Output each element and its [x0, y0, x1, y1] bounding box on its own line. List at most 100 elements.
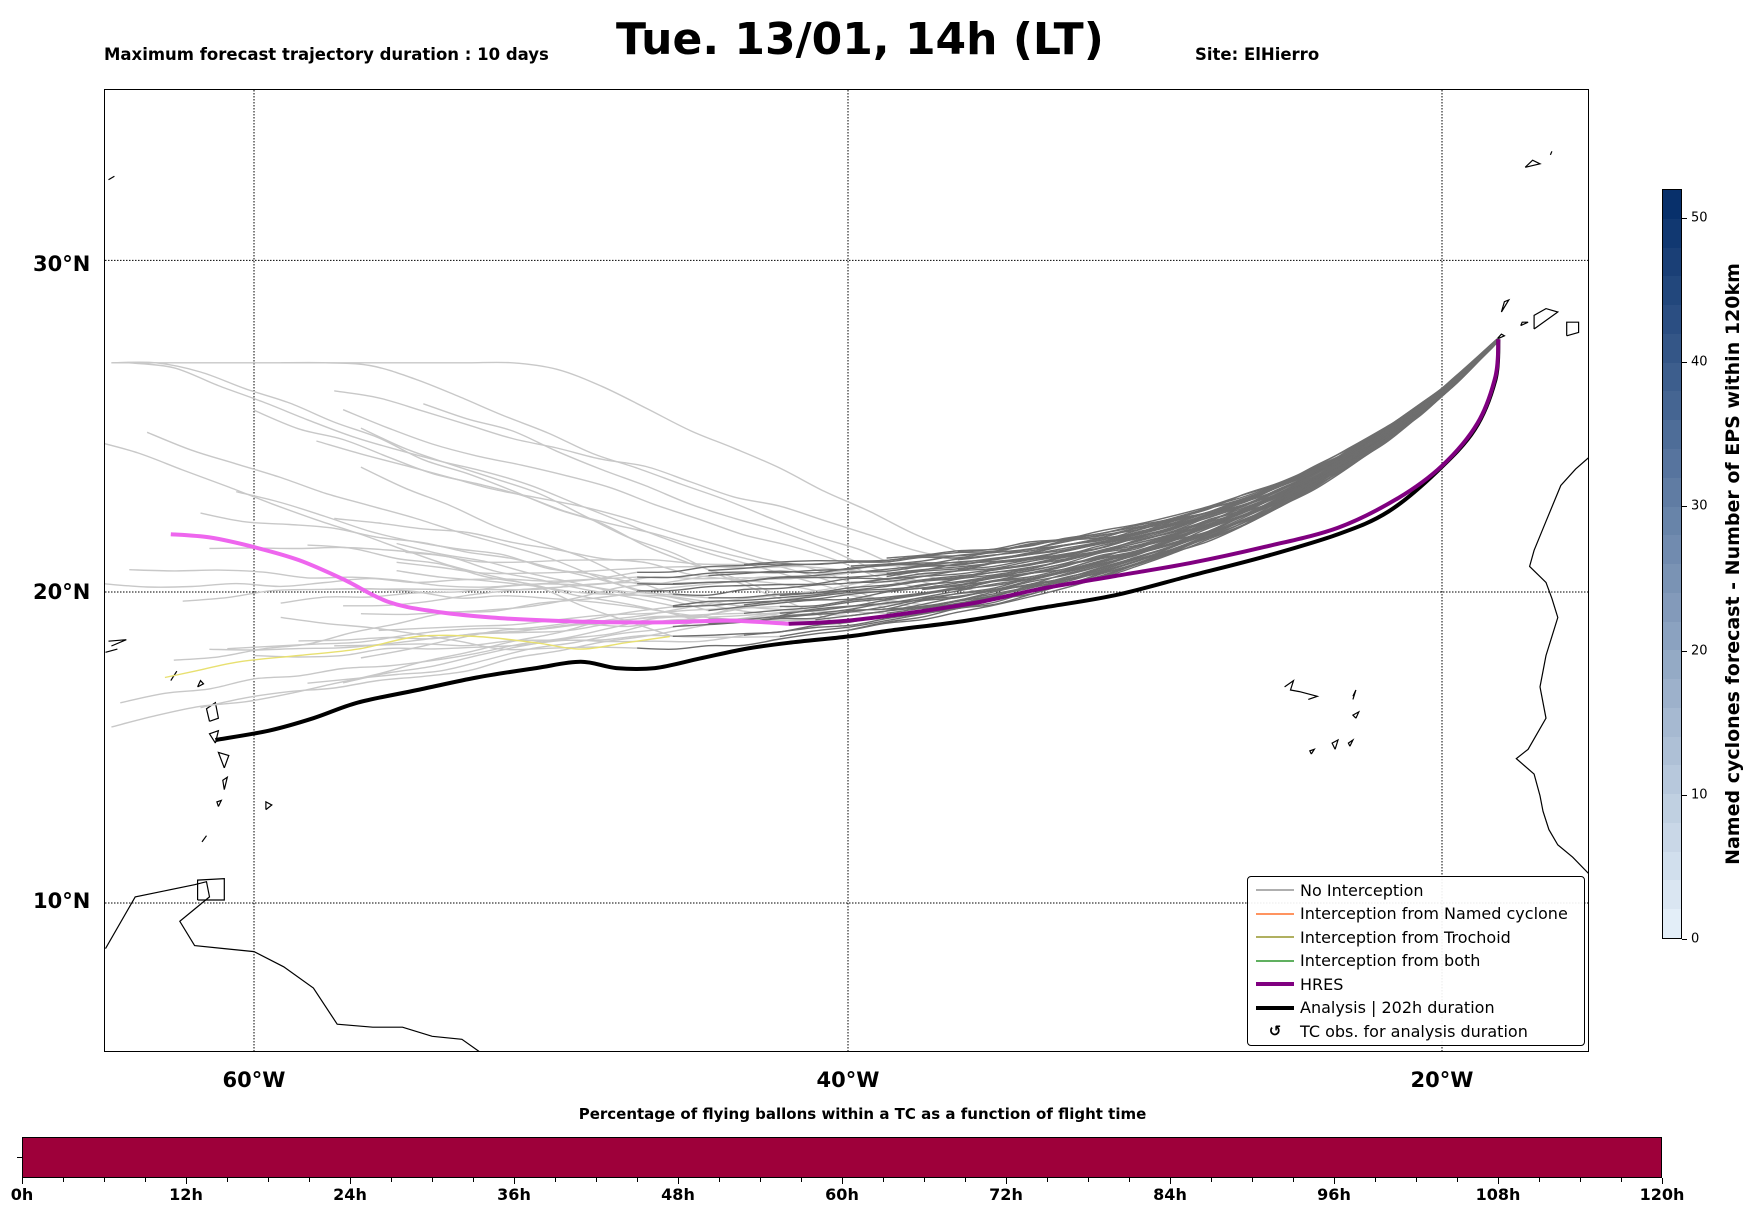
colorbar-level: [1663, 362, 1681, 392]
ensemble-trajectory-far: [111, 361, 780, 597]
time-minor-tick: [145, 1178, 146, 1182]
time-minor-tick: [104, 1178, 105, 1182]
coastline: [208, 729, 220, 744]
coastline: [1533, 307, 1560, 330]
time-minor-tick: [965, 1178, 966, 1182]
colorbar-level: [1663, 592, 1681, 622]
colorbar-level: [1663, 880, 1681, 910]
time-major-tick: [186, 1178, 187, 1184]
ensemble-trajectory-far: [253, 634, 745, 658]
time-minor-tick: [391, 1178, 392, 1182]
cyclone-symbol-icon: ↺: [1268, 1022, 1282, 1040]
time-major-tick: [514, 1178, 515, 1184]
lat-label-30n: 30°N: [33, 252, 91, 276]
time-minor-tick: [1211, 1178, 1212, 1182]
coastlines: [105, 151, 1588, 1051]
colorbar-level: [1663, 420, 1681, 449]
colorbar-level: [1663, 650, 1681, 680]
map-canvas: [105, 90, 1588, 1051]
time-tick-label: 108h: [1475, 1185, 1521, 1204]
coastline: [265, 800, 273, 811]
colorbar-tick-label: 20: [1691, 643, 1708, 659]
ensemble-trajectory-far: [280, 571, 638, 604]
ensemble-trajectory-far: [120, 579, 923, 704]
time-bar-y-tick: [17, 1157, 22, 1158]
coastline: [1352, 689, 1357, 700]
time-minor-tick: [1580, 1178, 1581, 1182]
ensemble-trajectory-far: [280, 361, 994, 600]
site-name: Site: ElHierro: [1195, 45, 1320, 64]
colorbar-level: [1663, 621, 1681, 651]
lon-label-20w: 20°W: [1410, 1068, 1474, 1092]
ensemble-trajectory-far: [343, 564, 923, 607]
ensemble-trajectory-far: [342, 409, 923, 590]
time-tick-label: 12h: [169, 1185, 203, 1204]
coastline: [196, 877, 225, 901]
ensemble-trajectory-near: [672, 338, 1499, 628]
ensemble-trajectory-far: [105, 443, 674, 637]
ensemble-trajectory-near: [922, 338, 1499, 581]
time-minor-tick: [596, 1178, 597, 1182]
coastline: [1500, 298, 1511, 313]
ensemble-trajectory-far: [360, 606, 673, 659]
ensemble-trajectory-far: [334, 390, 959, 561]
colorbar-tick: [1682, 794, 1687, 796]
coastline: [108, 639, 127, 647]
ensemble-trajectory-far: [209, 546, 745, 566]
coastline: [105, 880, 480, 1051]
time-bar-title: Percentage of flying ballons within a TC…: [578, 1105, 1147, 1123]
colorbar-level: [1663, 909, 1681, 938]
coastline: [1331, 738, 1340, 750]
ensemble-trajectory-far: [129, 362, 887, 610]
time-minor-tick: [801, 1178, 802, 1182]
trochoid-trajectory: [164, 634, 670, 679]
ensemble-trajectory-far: [316, 440, 852, 584]
page-title: Tue. 13/01, 14h (LT): [616, 14, 1104, 65]
ensemble-trajectories-far: [105, 361, 994, 728]
time-tick-label: 96h: [1317, 1185, 1351, 1204]
ensemble-trajectory-far: [111, 361, 959, 553]
line-swatch-icon: [1256, 980, 1294, 988]
line-swatch-icon: [1256, 1004, 1294, 1012]
coastline: [222, 775, 229, 790]
time-minor-tick: [555, 1178, 556, 1182]
time-major-tick: [1334, 1178, 1335, 1184]
ensemble-trajectory-far: [378, 605, 780, 632]
time-minor-tick: [1047, 1178, 1048, 1182]
colorbar-tick: [1682, 506, 1687, 508]
ensemble-trajectory-far: [307, 618, 709, 684]
colorbar-level: [1663, 707, 1681, 737]
colorbar: [1662, 189, 1682, 939]
colorbar-label: Named cyclones forecast - Number of EPS …: [1722, 263, 1744, 865]
ensemble-trajectory-far: [396, 561, 887, 575]
colorbar-tick: [1682, 939, 1687, 940]
colorbar-level: [1663, 765, 1681, 795]
colorbar-level: [1663, 506, 1681, 536]
colorbar-level: [1663, 305, 1681, 334]
coastline: [1496, 333, 1506, 340]
time-major-tick: [350, 1178, 351, 1184]
time-tick-label: 36h: [497, 1185, 531, 1204]
coastline: [105, 648, 118, 653]
colorbar-level: [1663, 190, 1681, 219]
coastline: [1308, 748, 1316, 755]
time-minor-tick: [1129, 1178, 1130, 1182]
line-swatch-icon: [1256, 887, 1294, 893]
ensemble-trajectory-near: [993, 338, 1499, 570]
colorbar-level: [1663, 794, 1681, 823]
colorbar-level: [1663, 822, 1681, 852]
ensemble-trajectory-far: [307, 544, 709, 624]
coastline: [1549, 151, 1553, 156]
analysis-trajectory: [215, 339, 1501, 742]
time-minor-tick: [1457, 1178, 1458, 1182]
colorbar-level: [1663, 679, 1681, 708]
colorbar-level: [1663, 477, 1681, 507]
time-minor-tick: [637, 1178, 638, 1182]
coastline: [1520, 321, 1529, 327]
time-tick-label: 48h: [661, 1185, 695, 1204]
coastline: [108, 175, 115, 181]
coastline: [1566, 321, 1580, 337]
time-tick-label: 120h: [1639, 1185, 1685, 1204]
ensemble-trajectory-far: [146, 431, 638, 592]
lat-label-10n: 10°N: [33, 889, 91, 913]
